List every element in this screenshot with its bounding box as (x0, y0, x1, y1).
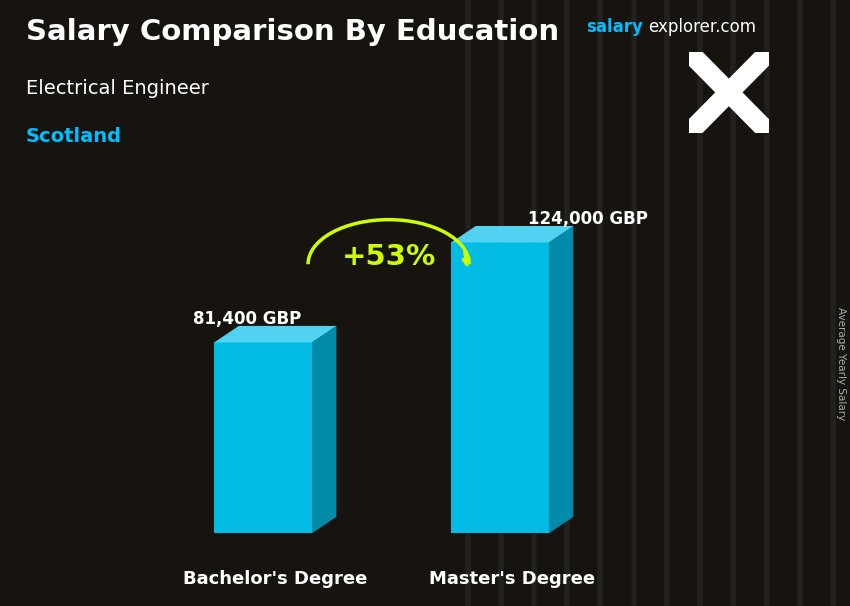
Text: Salary Comparison By Education: Salary Comparison By Education (26, 18, 558, 46)
Text: +53%: +53% (342, 243, 436, 271)
Text: Scotland: Scotland (26, 127, 122, 146)
Polygon shape (214, 342, 312, 533)
Text: 124,000 GBP: 124,000 GBP (528, 210, 648, 228)
Polygon shape (312, 326, 337, 533)
Text: Master's Degree: Master's Degree (429, 570, 595, 588)
Text: explorer.com: explorer.com (648, 18, 756, 36)
Polygon shape (549, 226, 573, 533)
Text: salary: salary (586, 18, 643, 36)
Text: Electrical Engineer: Electrical Engineer (26, 79, 208, 98)
Text: Bachelor's Degree: Bachelor's Degree (183, 570, 367, 588)
Text: 81,400 GBP: 81,400 GBP (194, 310, 302, 328)
Polygon shape (451, 242, 549, 533)
Text: Average Yearly Salary: Average Yearly Salary (836, 307, 846, 420)
Polygon shape (214, 326, 337, 342)
Polygon shape (451, 226, 573, 242)
